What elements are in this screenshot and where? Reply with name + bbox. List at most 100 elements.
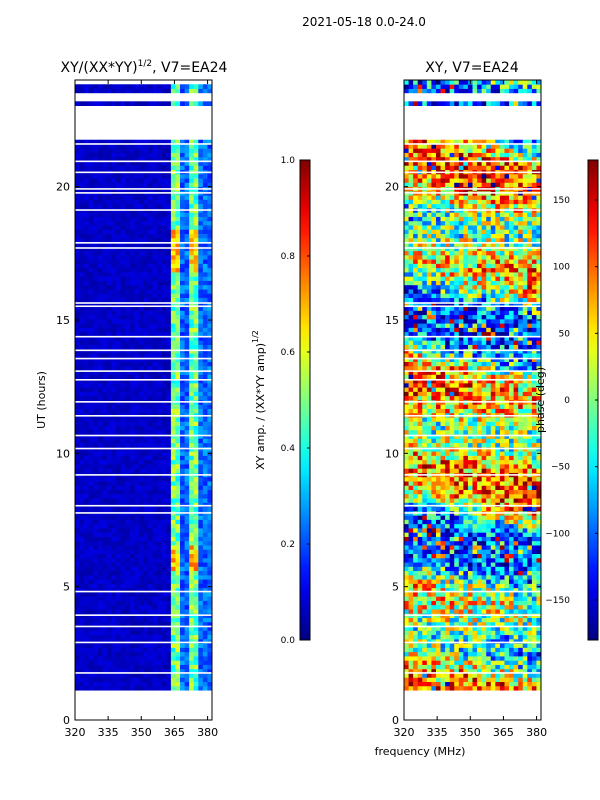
- heatmap-cell: [189, 549, 195, 554]
- heatmap-cell: [170, 660, 176, 665]
- heatmap-cell: [198, 429, 204, 435]
- heatmap-cell: [166, 391, 172, 397]
- heatmap-cell: [79, 297, 85, 303]
- heatmap-cell: [467, 609, 473, 614]
- heatmap-cell: [175, 417, 181, 422]
- heatmap-cell: [102, 557, 108, 563]
- heatmap-cell: [202, 237, 208, 243]
- heatmap-cell: [148, 173, 154, 179]
- heatmap-cell: [193, 587, 199, 593]
- heatmap-cell: [125, 276, 131, 281]
- heatmap-cell: [134, 562, 140, 567]
- heatmap-cell: [75, 476, 80, 482]
- heatmap-cell: [180, 395, 185, 401]
- heatmap-cell: [198, 340, 204, 345]
- heatmap-cell: [193, 395, 199, 401]
- heatmap-cell: [170, 562, 176, 567]
- heatmap-cell: [93, 408, 99, 414]
- heatmap-cell: [97, 638, 103, 644]
- heatmap-cell: [129, 621, 135, 627]
- heatmap-cell: [88, 600, 94, 606]
- heatmap-cell: [180, 357, 185, 362]
- heatmap-cell: [184, 647, 190, 653]
- heatmap-cell: [93, 617, 99, 623]
- heatmap-cell: [79, 331, 85, 337]
- heatmap-cell: [116, 489, 122, 495]
- heatmap-cell: [138, 493, 144, 499]
- heatmap-cell: [97, 664, 103, 670]
- heatmap-cell: [116, 284, 122, 290]
- heatmap-cell: [79, 677, 85, 682]
- heatmap-cell: [170, 395, 176, 401]
- heatmap-cell: [440, 664, 446, 670]
- heatmap-cell: [111, 664, 117, 670]
- heatmap-cell: [413, 656, 419, 661]
- heatmap-cell: [193, 408, 199, 414]
- heatmap-cell: [75, 250, 80, 256]
- heatmap-cell: [193, 139, 199, 145]
- heatmap-cell: [202, 604, 208, 610]
- heatmap-cell: [97, 237, 103, 243]
- heatmap-cell: [152, 144, 158, 149]
- heatmap-cell: [458, 668, 464, 674]
- heatmap-cell: [157, 519, 163, 525]
- heatmap-cell: [435, 553, 441, 559]
- heatmap-cell: [198, 498, 204, 503]
- heatmap-cell: [161, 378, 167, 384]
- heatmap-cell: [106, 152, 112, 158]
- heatmap-cell: [413, 553, 419, 559]
- heatmap-cell: [166, 344, 172, 350]
- heatmap-cell: [116, 404, 122, 409]
- heatmap-cell: [193, 459, 199, 465]
- heatmap-cell: [499, 570, 505, 576]
- heatmap-cell: [166, 634, 172, 640]
- heatmap-cell: [120, 549, 126, 554]
- heatmap-cell: [111, 353, 117, 358]
- heatmap-cell: [79, 557, 85, 563]
- heatmap-cell: [125, 429, 131, 435]
- heatmap-cell: [129, 651, 135, 657]
- heatmap-cell: [106, 643, 112, 648]
- heatmap-cell: [175, 306, 181, 311]
- heatmap-cell: [93, 570, 99, 576]
- heatmap-cell: [143, 340, 149, 345]
- heatmap-cell: [88, 434, 94, 439]
- heatmap-cell: [88, 459, 94, 465]
- heatmap-cell: [93, 434, 99, 439]
- heatmap-cell: [161, 493, 167, 499]
- heatmap-cell: [175, 156, 181, 162]
- heatmap-cell: [120, 144, 126, 149]
- heatmap-cell: [408, 647, 414, 653]
- heatmap-cell: [148, 314, 154, 320]
- heatmap-cell: [138, 280, 144, 286]
- heatmap-cell: [97, 382, 103, 388]
- heatmap-cell: [129, 536, 135, 542]
- masked-row: [75, 143, 212, 145]
- heatmap-cell: [157, 88, 163, 94]
- heatmap-cell: [93, 596, 99, 601]
- heatmap-cell: [202, 660, 208, 665]
- heatmap-cell: [207, 442, 213, 448]
- heatmap-cell: [97, 297, 103, 303]
- heatmap-cell: [413, 630, 419, 636]
- heatmap-cell: [189, 229, 195, 234]
- heatmap-cell: [170, 259, 176, 264]
- heatmap-cell: [189, 259, 195, 264]
- heatmap-cell: [184, 485, 190, 490]
- heatmap-cell: [111, 139, 117, 145]
- heatmap-cell: [120, 523, 126, 529]
- heatmap-cell: [111, 549, 117, 554]
- heatmap-cell: [106, 630, 112, 636]
- heatmap-cell: [84, 626, 90, 631]
- heatmap-cell: [490, 634, 496, 640]
- heatmap-cell: [120, 668, 126, 674]
- heatmap-cell: [426, 592, 432, 597]
- heatmap-cell: [120, 178, 126, 183]
- heatmap-cell: [97, 212, 103, 217]
- heatmap-cell: [125, 272, 131, 277]
- heatmap-cell: [477, 583, 483, 589]
- heatmap-cell: [84, 493, 90, 499]
- heatmap-cell: [499, 604, 505, 610]
- heatmap-cell: [143, 476, 149, 482]
- heatmap-cell: [527, 630, 533, 636]
